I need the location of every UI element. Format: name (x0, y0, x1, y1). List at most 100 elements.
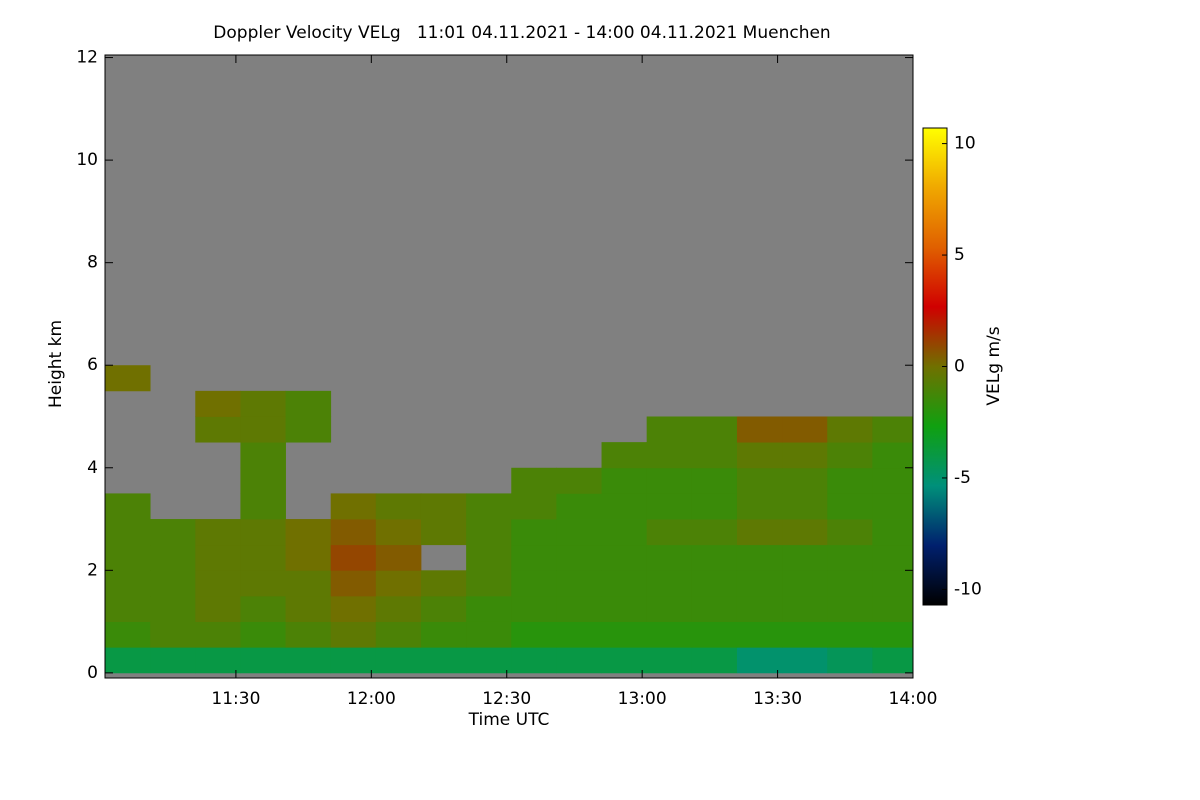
x-tick-label: 12:00 (347, 689, 396, 709)
colorbar-tick-label: 10 (954, 134, 976, 154)
heatmap-cell (105, 493, 151, 520)
heatmap-cell (466, 621, 512, 648)
heatmap-cell (691, 570, 738, 597)
heatmap-cell (105, 570, 151, 597)
heatmap-cell (827, 595, 873, 622)
heatmap-cell (601, 647, 648, 674)
heatmap-cell (150, 519, 196, 546)
heatmap-cell (105, 544, 151, 571)
heatmap-cell (511, 519, 557, 546)
heatmap-cell (872, 621, 914, 648)
heatmap-cell (601, 595, 648, 622)
heatmap-cell (691, 595, 738, 622)
heatmap-cell (827, 570, 873, 597)
y-axis-label: Height km (46, 320, 66, 408)
heatmap-cell (691, 544, 738, 571)
y-tick-label: 2 (87, 560, 98, 580)
heatmap-cell (420, 493, 467, 520)
heatmap-cell (466, 493, 512, 520)
heatmap-cell (105, 621, 151, 648)
heatmap-cell (195, 595, 241, 622)
heatmap-cell (375, 493, 422, 520)
heatmap-cell (827, 493, 873, 520)
heatmap-cell (556, 621, 602, 648)
heatmap-cell (782, 416, 828, 443)
heatmap-cell (872, 416, 914, 443)
heatmap-cell (466, 544, 512, 571)
heatmap-cell (195, 544, 241, 571)
x-axis-label: Time UTC (468, 710, 550, 730)
heatmap-cell (782, 647, 828, 674)
heatmap-cell (240, 467, 286, 494)
heatmap-cell (556, 570, 602, 597)
heatmap-cell (375, 621, 422, 648)
heatmap-cell (240, 595, 286, 622)
heatmap-cell (646, 621, 693, 648)
heatmap-cell (601, 467, 648, 494)
heatmap-cell (195, 519, 241, 546)
heatmap-cell (782, 519, 828, 546)
y-tick-label: 0 (87, 663, 98, 683)
heatmap-cell (736, 519, 783, 546)
heatmap-cell (827, 647, 873, 674)
heatmap-cell (330, 595, 377, 622)
x-tick-label: 11:30 (211, 689, 260, 709)
heatmap-cell (736, 416, 783, 443)
heatmap-cell (827, 416, 873, 443)
colorbar-tick-label: -10 (954, 579, 982, 599)
heatmap-cell (375, 519, 422, 546)
heatmap-cell (511, 621, 557, 648)
heatmap-cell (105, 595, 151, 622)
heatmap-cell (330, 544, 377, 571)
heatmap-cell (782, 442, 828, 469)
heatmap-cell (782, 595, 828, 622)
y-tick-label: 4 (87, 458, 98, 478)
heatmap-cell (556, 467, 602, 494)
heatmap-cell (195, 390, 241, 417)
heatmap-cell (556, 519, 602, 546)
y-tick-label: 6 (87, 355, 98, 375)
heatmap-cell (150, 647, 196, 674)
heatmap-cell (736, 544, 783, 571)
heatmap-cell (285, 544, 332, 571)
heatmap-cell (285, 647, 332, 674)
heatmap-cell (240, 570, 286, 597)
heatmap-cell (827, 544, 873, 571)
heatmap-cell (511, 570, 557, 597)
heatmap-cell (105, 365, 151, 392)
heatmap-cell (691, 442, 738, 469)
heatmap-cell (511, 493, 557, 520)
heatmap-cell (150, 570, 196, 597)
colorbar-tick-label: -5 (954, 468, 971, 488)
heatmap-cell (691, 493, 738, 520)
heatmap-cell (375, 544, 422, 571)
heatmap-cell (691, 647, 738, 674)
heatmap-cell (691, 621, 738, 648)
heatmap-cell (375, 570, 422, 597)
heatmap-cell (285, 570, 332, 597)
heatmap-cell (195, 416, 241, 443)
heatmap-cell (691, 519, 738, 546)
heatmap-cell (736, 467, 783, 494)
heatmap-cell (285, 621, 332, 648)
heatmap-cell (646, 595, 693, 622)
heatmap-cell (105, 647, 151, 674)
heatmap-cell (782, 621, 828, 648)
heatmap-cell (736, 595, 783, 622)
heatmap-cell (285, 390, 332, 417)
heatmap-cell (195, 647, 241, 674)
heatmap-cell (375, 595, 422, 622)
chart-title: Doppler Velocity VELg 11:01 04.11.2021 -… (213, 23, 830, 43)
heatmap-cell (285, 416, 332, 443)
colorbar-label: VELg m/s (984, 326, 1004, 405)
heatmap-cell (330, 570, 377, 597)
colorbar-tick-label: 0 (954, 357, 965, 377)
heatmap-cell (330, 621, 377, 648)
heatmap-cell (736, 570, 783, 597)
heatmap-cell (601, 442, 648, 469)
heatmap-cell (420, 595, 467, 622)
heatmap-cell (736, 442, 783, 469)
heatmap-cell (736, 621, 783, 648)
heatmap-cell (827, 467, 873, 494)
